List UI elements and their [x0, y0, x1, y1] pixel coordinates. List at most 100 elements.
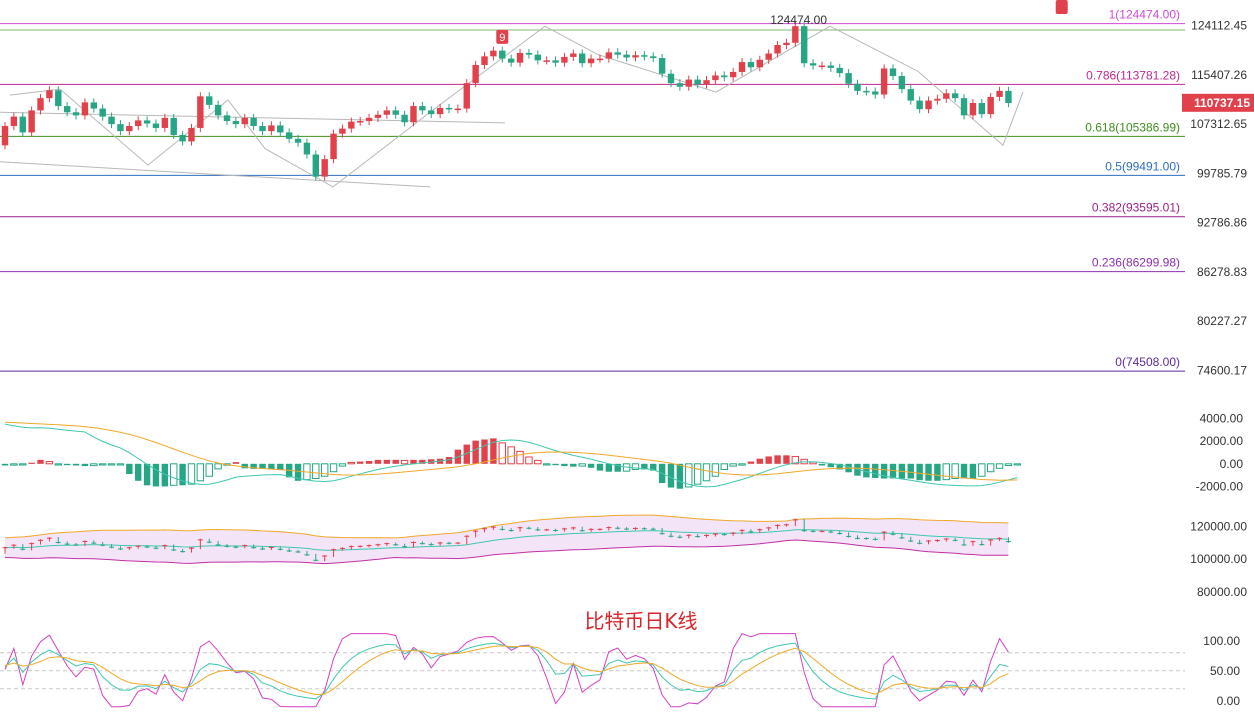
candle-body	[330, 133, 337, 160]
candle-body	[818, 65, 826, 68]
candle-body	[676, 83, 684, 87]
macd-bar	[196, 463, 205, 482]
macd-bar	[357, 461, 364, 464]
macd-bar	[791, 455, 800, 465]
fib-label: 1(124474.00)	[1109, 8, 1180, 22]
kdj-d-line	[4, 645, 1009, 696]
macd-bar	[28, 462, 35, 464]
candle-body	[747, 62, 755, 68]
candle-body	[410, 106, 417, 123]
candle-body	[650, 56, 657, 59]
candle-body	[783, 42, 790, 46]
candle-body	[214, 104, 222, 116]
macd-bar	[179, 463, 186, 486]
price-tick: 80227.27	[1197, 314, 1247, 328]
macd-bar	[747, 461, 755, 464]
candle-body	[809, 63, 817, 66]
macd-bar	[561, 463, 568, 467]
td-marker-label: 9	[1059, 0, 1065, 3]
candle-body	[499, 50, 506, 59]
current-price-label: 110737.15	[1194, 96, 1250, 110]
macd-bar	[942, 463, 950, 481]
candle-body	[401, 114, 408, 123]
bollinger-mid	[4, 529, 1009, 551]
bollinger-lower	[4, 539, 1009, 565]
macd-bar	[19, 463, 27, 466]
macd-bar	[986, 463, 995, 473]
candle-body	[250, 117, 257, 127]
macd-bar	[347, 461, 356, 465]
macd-bar	[400, 459, 409, 465]
fib-label: 0.382(93595.01)	[1092, 201, 1180, 215]
candle-body	[143, 120, 151, 124]
candle-body	[312, 154, 319, 177]
macd-bar	[836, 463, 843, 470]
candle-body	[259, 126, 266, 132]
candle-body	[525, 52, 533, 55]
macd-bar	[161, 463, 169, 487]
candle-body	[428, 110, 435, 115]
fib-label: 0.618(105386.99)	[1085, 120, 1180, 134]
macd-bar	[152, 463, 160, 487]
macd-bar	[969, 463, 977, 479]
macd-bar	[578, 463, 586, 467]
macd-bar	[783, 455, 790, 464]
macd-bar	[320, 463, 329, 477]
candle-body	[108, 116, 115, 125]
macd-bar	[98, 463, 107, 466]
macd-bar	[277, 463, 284, 471]
kdj-tick: 100.00	[1203, 634, 1240, 648]
candle-body	[507, 58, 515, 63]
candle-body	[303, 142, 311, 155]
candle-body	[951, 93, 959, 99]
macd-bar	[126, 463, 133, 474]
bollinger-upper	[4, 514, 1009, 539]
candle-body	[943, 93, 950, 99]
fib-label: 0(74508.00)	[1115, 355, 1180, 369]
chart-title: 比特币日K线	[584, 609, 697, 633]
candle-body	[321, 159, 328, 177]
candle-body	[729, 71, 737, 78]
macd-bar	[738, 463, 746, 466]
macd-bar	[650, 463, 657, 471]
macd-bar	[925, 463, 932, 481]
candle-body	[596, 58, 604, 61]
macd-bar	[934, 463, 941, 481]
candle-body	[294, 138, 302, 143]
candle-body	[135, 120, 142, 127]
candle-body	[614, 52, 621, 55]
macd-bar	[232, 462, 240, 464]
candle-body	[445, 107, 453, 110]
candle-body	[756, 59, 763, 68]
candle-body	[188, 127, 195, 142]
macd-bar	[294, 463, 302, 481]
macd-bar	[614, 463, 621, 472]
candle-body	[579, 53, 586, 64]
macd-bar	[1013, 463, 1022, 466]
bollinger-tick: 100000.00	[1190, 552, 1247, 566]
fib-label: 0.786(113781.28)	[1086, 68, 1180, 82]
macd-bar	[54, 463, 62, 466]
macd-bar	[774, 455, 781, 464]
macd-tick: -2000.00	[1196, 479, 1244, 493]
candle-body	[863, 90, 870, 93]
macd-bar	[37, 459, 44, 464]
bollinger-pane: 120000.00 100000.00 80000.00	[2, 514, 1247, 599]
candle-body	[285, 132, 293, 139]
macd-bar	[995, 463, 1004, 469]
candle-body	[55, 90, 62, 107]
macd-bar	[383, 459, 391, 464]
candle-body	[268, 125, 275, 132]
macd-bar	[143, 463, 151, 486]
candle-body	[463, 83, 470, 109]
candle-body	[623, 54, 630, 58]
price-tick: 107312.65	[1190, 117, 1247, 131]
candle-body	[667, 73, 675, 84]
macd-bar	[880, 463, 888, 479]
macd-bar	[1004, 463, 1013, 467]
fibonacci-levels: 1(124474.00) 0.786(113781.28) 0.618(105386…	[0, 8, 1185, 372]
macd-bar	[631, 463, 640, 470]
candle-body	[916, 100, 923, 110]
macd-bar	[534, 459, 542, 465]
macd-bar	[570, 463, 577, 467]
